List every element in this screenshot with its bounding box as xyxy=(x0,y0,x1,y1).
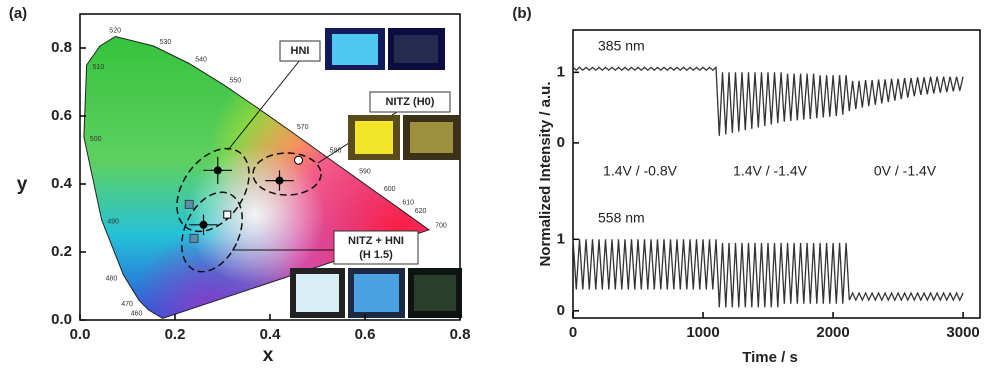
y-label: Normalized Intensity / a.u. xyxy=(537,81,554,266)
y-tick-label: 1 xyxy=(557,230,565,247)
point xyxy=(213,166,222,175)
x-label: Time / s xyxy=(742,349,798,366)
plot-frame xyxy=(572,29,981,319)
photo xyxy=(394,35,438,63)
x-label: x xyxy=(263,345,274,366)
point xyxy=(184,199,194,209)
x-tick-label: 0.8 xyxy=(450,326,471,343)
annotation-box xyxy=(333,230,419,265)
photo xyxy=(296,274,339,312)
point xyxy=(199,220,208,229)
line xyxy=(572,66,964,136)
panel-label: (a) xyxy=(9,5,27,22)
x-tick-label: 0.4 xyxy=(260,326,282,343)
x-tick-label: 0.6 xyxy=(355,326,376,343)
wavelength-label: 580 xyxy=(330,147,342,154)
x-tick-label: 0.2 xyxy=(165,326,186,343)
wavelength-label: 520 xyxy=(109,27,121,34)
wavelength-label: 460 xyxy=(131,311,143,318)
ellipse xyxy=(176,147,250,233)
series-label: 558 nm xyxy=(598,210,645,226)
x-tick-label: 2000 xyxy=(816,324,849,341)
photo xyxy=(414,275,456,311)
wavelength-label: 480 xyxy=(106,276,118,283)
photo xyxy=(410,122,453,153)
annotation: HNI xyxy=(291,45,310,57)
annotation: 1.4V / -0.8V xyxy=(603,163,678,179)
group-ellipses xyxy=(176,147,322,273)
annotation: NITZ (H0) xyxy=(386,96,435,108)
point xyxy=(294,155,303,165)
photo-insets xyxy=(290,28,462,318)
x-tick-label: 0 xyxy=(569,324,577,341)
wavelength-label: 600 xyxy=(384,186,396,193)
photo xyxy=(355,121,393,154)
wavelength-label: 490 xyxy=(107,219,119,226)
wavelength-label: 510 xyxy=(93,64,105,71)
y-label: y xyxy=(17,174,28,195)
annotation-box xyxy=(369,91,451,113)
leader-line xyxy=(227,59,301,151)
ellipse xyxy=(252,152,322,196)
wavelength-label: 530 xyxy=(160,39,172,46)
wavelength-label: 700 xyxy=(435,223,447,230)
x-tick-label: 3000 xyxy=(946,324,979,341)
y-tick-label: 0 xyxy=(557,134,565,151)
photo xyxy=(354,274,399,312)
y-tick-label: 0 xyxy=(557,302,565,319)
wavelength-label: 620 xyxy=(415,208,427,215)
annotation-boxes xyxy=(279,40,451,265)
line xyxy=(572,239,964,308)
y-tick-label: 0.6 xyxy=(51,107,72,124)
point xyxy=(275,176,284,185)
photo xyxy=(332,34,378,65)
annotation: 0V / -1.4V xyxy=(874,163,937,179)
point xyxy=(189,233,199,243)
y-tick-label: 0.8 xyxy=(51,39,72,56)
wavelength-label: 550 xyxy=(229,78,241,85)
point xyxy=(223,210,232,219)
wavelength-label: 540 xyxy=(195,56,207,63)
wavelength-label: 570 xyxy=(297,124,309,131)
y-tick-label: 0.2 xyxy=(51,243,72,260)
annotation: (H 1.5) xyxy=(359,249,393,261)
x-tick-label: 1000 xyxy=(686,324,719,341)
wavelength-label: 500 xyxy=(90,136,102,143)
spectral-locus xyxy=(83,35,431,319)
ellipse xyxy=(181,191,243,273)
y-tick-label: 1 xyxy=(557,63,565,80)
panel-label: (b) xyxy=(512,5,531,22)
x-tick-label: 0.0 xyxy=(70,326,91,343)
annotation-box xyxy=(279,40,321,62)
annotation: NITZ + HNI xyxy=(348,235,404,247)
wavelength-label: 470 xyxy=(121,301,133,308)
y-tick-label: 0.4 xyxy=(51,175,73,192)
wavelength-label: 610 xyxy=(402,199,414,206)
wavelength-label: 590 xyxy=(359,169,371,176)
y-tick-label: 0.0 xyxy=(51,311,72,328)
annotation: 1.4V / -1.4V xyxy=(733,163,808,179)
series-label: 385 nm xyxy=(598,38,645,54)
